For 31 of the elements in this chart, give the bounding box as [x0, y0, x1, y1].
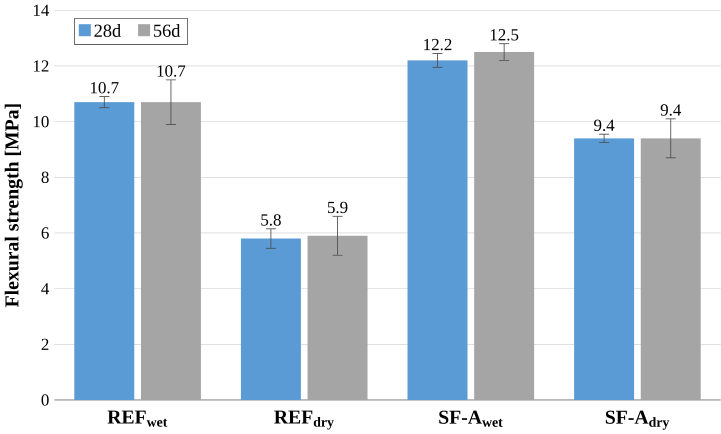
bar	[240, 238, 301, 400]
data-label: 5.9	[328, 202, 348, 213]
x-tick-label: REF$_{wet}$	[108, 410, 168, 427]
data-label: 12.2	[424, 38, 452, 50]
data-label: 9.4	[660, 104, 682, 116]
data-label: 10.7	[158, 65, 186, 77]
bar	[408, 60, 468, 400]
y-axis-title: Flexural strength [MPa]	[4, 104, 23, 307]
x-tick-label: SF-A$_{dry}$	[606, 410, 670, 430]
data-label: 5.8	[261, 214, 281, 226]
legend-label: 56d	[154, 24, 180, 37]
y-tick-label: 6	[42, 227, 49, 238]
bar	[574, 138, 634, 400]
y-tick-label: 8	[42, 171, 49, 183]
bar	[74, 102, 134, 400]
y-tick-label: 14	[34, 4, 50, 16]
x-tick-label: REF$_{dry}$	[274, 410, 334, 430]
bar	[140, 102, 201, 400]
data-label: 12.5	[490, 28, 518, 40]
data-label: 10.7	[90, 82, 119, 94]
data-label: 9.4	[594, 119, 614, 131]
x-tick-label: SF-A$_{wet}$	[439, 410, 503, 427]
bar	[640, 138, 701, 400]
bar	[308, 236, 368, 400]
legend-label: 28d	[94, 24, 121, 37]
y-tick-label: 2	[42, 338, 48, 350]
bar	[474, 52, 534, 400]
y-tick-label: 10	[34, 116, 49, 128]
y-tick-label: 12	[34, 60, 48, 72]
y-tick-label: 0	[42, 394, 49, 406]
y-tick-label: 4	[41, 282, 50, 294]
